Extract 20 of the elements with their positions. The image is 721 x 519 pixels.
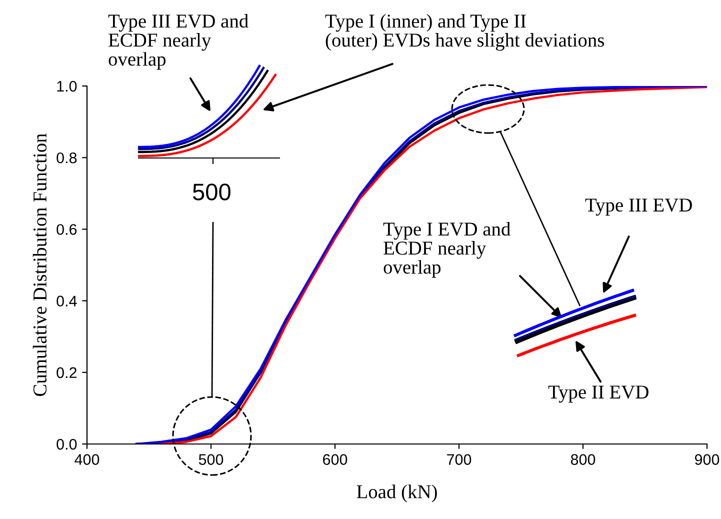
x-tick-label: 800: [570, 454, 596, 465]
y-tick-label: 1.0: [57, 80, 77, 92]
y-axis-title: Cumulative Distribution Function: [32, 134, 47, 396]
x-tick-label: 900: [694, 454, 720, 465]
x-axis-title: Load (kN): [356, 484, 437, 502]
x-tick-label: 500: [198, 454, 224, 465]
annotation: Type III EVD: [585, 198, 692, 216]
text: Type I (inner) and Type II (outer) EVDs have slight deviations: [325, 14, 604, 51]
y-tick-label: 0.2: [56, 367, 77, 378]
annotation: 500: [192, 184, 230, 200]
x-tick-label: 700: [447, 454, 472, 465]
text: Type III EVD and ECDF nearly overlap: [108, 14, 248, 70]
annotation: Type II EVD: [548, 386, 648, 403]
y-tick-label: 0.6: [56, 224, 77, 235]
y-tick-label: 0.8: [56, 152, 77, 164]
y-tick-label: 0.4: [56, 296, 77, 306]
x-tick-label: 600: [323, 454, 348, 465]
x-tick-label: 400: [74, 454, 100, 465]
y-tick-label: 0.0: [56, 438, 77, 450]
annotation: Type I EVD and ECDF nearly overlap: [383, 222, 510, 278]
